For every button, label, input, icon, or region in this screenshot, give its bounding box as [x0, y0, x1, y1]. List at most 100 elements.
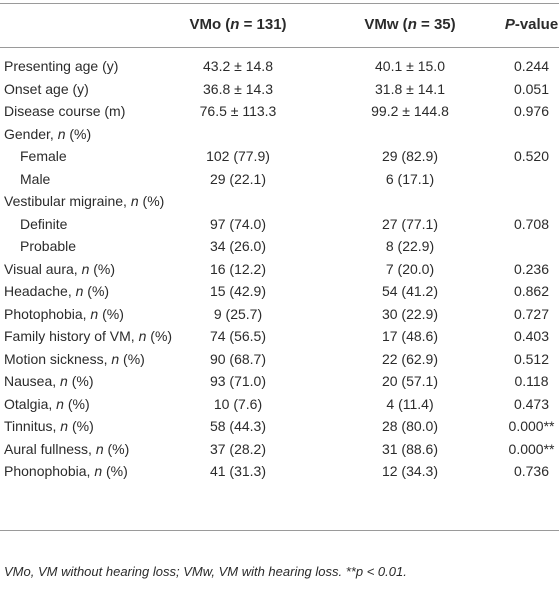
row-label: Disease course (m)	[4, 103, 126, 119]
table-cell: 0.862	[513, 283, 550, 299]
row-label: Photophobia, n (%)	[4, 303, 124, 325]
table-cell: 0.708	[513, 215, 550, 232]
column-header: VMo (n = 131)	[160, 14, 316, 36]
table-cell: 9 (25.7)	[213, 305, 263, 322]
text-run: Aural fullness,	[4, 440, 96, 457]
row-label: Otalgia, n (%)	[4, 393, 90, 415]
table-cell: 29 (82.9)	[381, 148, 439, 164]
text-run: n	[130, 193, 139, 209]
text-run: (%)	[65, 125, 92, 142]
table-cell: 102 (77.9)	[206, 148, 270, 164]
text-run: (%)	[119, 350, 145, 367]
row-label: Onset age (y)	[4, 80, 89, 97]
table-cell: 99.2 ± 144.8	[371, 103, 449, 119]
table-cell: 27 (77.1)	[381, 215, 439, 232]
table-cell: 30 (22.9)	[381, 305, 439, 322]
table-cell: 93 (71.0)	[209, 373, 267, 389]
row-label: Gender, n (%)	[4, 123, 91, 145]
table-cell: 0.727	[513, 305, 550, 322]
text-run: n	[95, 440, 104, 457]
row-label: Presenting age (y)	[4, 58, 119, 74]
table-cell: 20 (57.1)	[381, 373, 439, 389]
text-run: n	[230, 16, 240, 33]
table-cell: 0.051	[513, 80, 550, 97]
text-run: Vestibular migraine,	[4, 193, 131, 209]
text-run: VMw (	[364, 16, 408, 33]
table-cell: 17 (48.6)	[381, 328, 439, 344]
table-cell: 12 (34.3)	[381, 463, 439, 479]
text-run: (%)	[146, 328, 173, 344]
table-cell: 29 (22.1)	[209, 170, 267, 187]
table-cell: 28 (80.0)	[381, 418, 439, 434]
header-rule	[0, 47, 559, 48]
text-run: n	[60, 373, 68, 389]
table-cell: 43.2 ± 14.8	[203, 58, 273, 74]
table-cell: 15 (42.9)	[209, 283, 267, 299]
text-run: n	[94, 463, 103, 479]
table-cell: 36.8 ± 14.3	[203, 80, 273, 97]
text-run: (%)	[68, 418, 94, 434]
text-run: n	[60, 418, 69, 434]
row-label: Motion sickness, n (%)	[4, 348, 145, 370]
text-run: n	[81, 260, 90, 277]
table-cell: 74 (56.5)	[209, 328, 267, 344]
text-run: (%)	[89, 260, 116, 277]
table-cell: 7 (20.0)	[385, 260, 435, 277]
text-run: n	[111, 350, 120, 367]
table-cell: 0.512	[513, 350, 550, 367]
top-rule	[0, 3, 559, 4]
text-run: P	[504, 16, 515, 33]
row-label: Aural fullness, n (%)	[4, 438, 129, 460]
text-run: (%)	[138, 193, 165, 209]
text-run: = 35)	[416, 16, 456, 33]
table-cell: 10 (7.6)	[213, 395, 263, 412]
table-cell: 16 (12.2)	[209, 260, 267, 277]
text-run: n	[57, 125, 66, 142]
column-header: VMw (n = 35)	[316, 14, 504, 36]
table-cell: 58 (44.3)	[209, 418, 267, 434]
text-run: (%)	[83, 283, 110, 299]
table-cell: 76.5 ± 113.3	[199, 103, 277, 119]
text-run: Visual aura,	[4, 260, 82, 277]
table-cell: 41 (31.3)	[209, 463, 267, 479]
column-header: P-value	[504, 14, 559, 36]
text-run: (%)	[63, 395, 90, 412]
table-cell: 40.1 ± 15.0	[375, 58, 445, 74]
table-cell: 90 (68.7)	[209, 350, 267, 367]
row-label: Vestibular migraine, n (%)	[4, 190, 164, 212]
table-cell: 54 (41.2)	[381, 283, 439, 299]
row-label: Nausea, n (%)	[4, 370, 94, 392]
text-run: -value	[514, 16, 559, 33]
table-cell: 0.473	[513, 395, 550, 412]
row-label: Visual aura, n (%)	[4, 258, 115, 280]
row-label: Phonophobia, n (%)	[4, 460, 128, 482]
row-label: Tinnitus, n (%)	[4, 415, 94, 437]
table-cell: 0.976	[513, 103, 550, 119]
table-cell: 97 (74.0)	[209, 215, 267, 232]
text-run: n	[90, 305, 99, 322]
text-run: Motion sickness,	[4, 350, 112, 367]
text-run: (%)	[67, 373, 94, 389]
text-run: Headache,	[4, 283, 76, 299]
text-run: n	[75, 283, 84, 299]
text-run: Phonophobia,	[4, 463, 95, 479]
text-run: Family history of VM,	[4, 328, 139, 344]
text-run: Tinnitus,	[4, 418, 61, 434]
table-cell: 31 (88.6)	[381, 440, 439, 457]
text-run: n	[138, 328, 147, 344]
text-run: n	[407, 16, 417, 33]
table-cell: 4 (11.4)	[386, 395, 434, 412]
table-cell: 8 (22.9)	[385, 238, 435, 254]
row-label: Male	[20, 170, 51, 187]
table-cell: 6 (17.1)	[385, 170, 435, 187]
row-label: Family history of VM, n (%)	[4, 325, 172, 347]
table-cell: 0.736	[513, 463, 550, 479]
table-cell: 0.244	[513, 58, 550, 74]
table-cell: 34 (26.0)	[209, 238, 267, 254]
table-cell: 22 (62.9)	[381, 350, 439, 367]
table-cell: 0.520	[513, 148, 550, 164]
bottom-rule	[0, 530, 559, 531]
row-label: Definite	[20, 215, 68, 232]
text-run: Gender,	[4, 125, 58, 142]
